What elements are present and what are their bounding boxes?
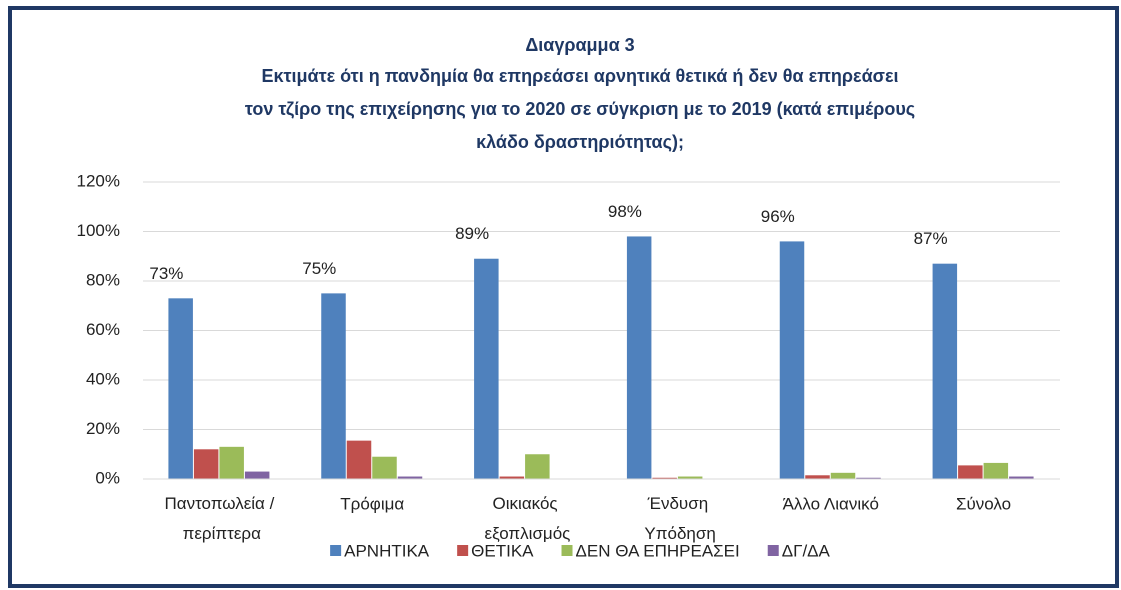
bar (397, 476, 423, 479)
data-label: 87% (914, 229, 948, 248)
data-label: 73% (149, 264, 183, 283)
bar (168, 298, 193, 479)
x-tick-label: Ένδυση Υπόδηση (640, 494, 716, 543)
chart-subtitle: κλάδο δραστηριότητας); (476, 132, 684, 152)
legend-swatch (330, 545, 342, 556)
legend-swatch (457, 545, 469, 556)
y-tick-label: 100% (77, 221, 120, 240)
x-tick-label: Σύνολο (956, 494, 1011, 513)
bar (805, 475, 830, 479)
chart-subtitle: Εκτιμάτε ότι η πανδημία θα επηρεάσει αρν… (261, 66, 898, 86)
bar (1009, 476, 1034, 479)
legend-label: ΔΕΝ ΘΑ ΕΠΗΡΕΑΣΕΙ (576, 541, 740, 560)
legend-label: ΔΓ/ΔΑ (782, 541, 831, 560)
y-tick-label: 0% (95, 468, 120, 487)
data-label: 75% (302, 259, 336, 278)
y-tick-label: 20% (86, 419, 120, 438)
bar (474, 258, 499, 479)
legend-swatch (561, 545, 573, 556)
chart-title: Διαγραμμα 3 (525, 35, 634, 55)
bar (372, 456, 397, 479)
data-label: 96% (761, 207, 795, 226)
x-tick-label: Τρόφιμα (340, 494, 404, 513)
bar (525, 454, 550, 479)
x-tick-label: Οικιακός εξοπλισμός (480, 494, 571, 543)
bar (499, 476, 525, 479)
bar (779, 241, 805, 479)
legend-label: ΘΕΤΙΚΑ (471, 541, 534, 560)
bar (346, 440, 372, 479)
bar (244, 471, 270, 479)
bar (321, 293, 346, 479)
legend-label: ΑΡΝΗΤΙΚΑ (344, 541, 430, 560)
x-tick-label: Παντοπωλεία / περίπτερα (164, 494, 274, 543)
x-tick-label: Άλλο Λιανικό (783, 494, 879, 513)
y-tick-label: 120% (77, 171, 120, 190)
legend-swatch (767, 545, 779, 556)
bar (856, 477, 881, 479)
y-tick-label: 80% (86, 270, 120, 289)
bar (830, 472, 856, 479)
data-label: 89% (455, 224, 489, 243)
frame (8, 6, 1119, 588)
bar (193, 449, 219, 479)
bar (219, 446, 244, 479)
bar (652, 477, 677, 479)
bar (932, 263, 958, 479)
bar (958, 465, 983, 479)
y-tick-label: 60% (86, 320, 120, 339)
data-label: 98% (608, 202, 642, 221)
y-tick-label: 40% (86, 369, 120, 388)
bar (983, 462, 1009, 479)
bar (677, 476, 703, 479)
bar (626, 236, 652, 479)
chart-subtitle: τον τζίρο της επιχείρησης για το 2020 σε… (245, 99, 915, 120)
